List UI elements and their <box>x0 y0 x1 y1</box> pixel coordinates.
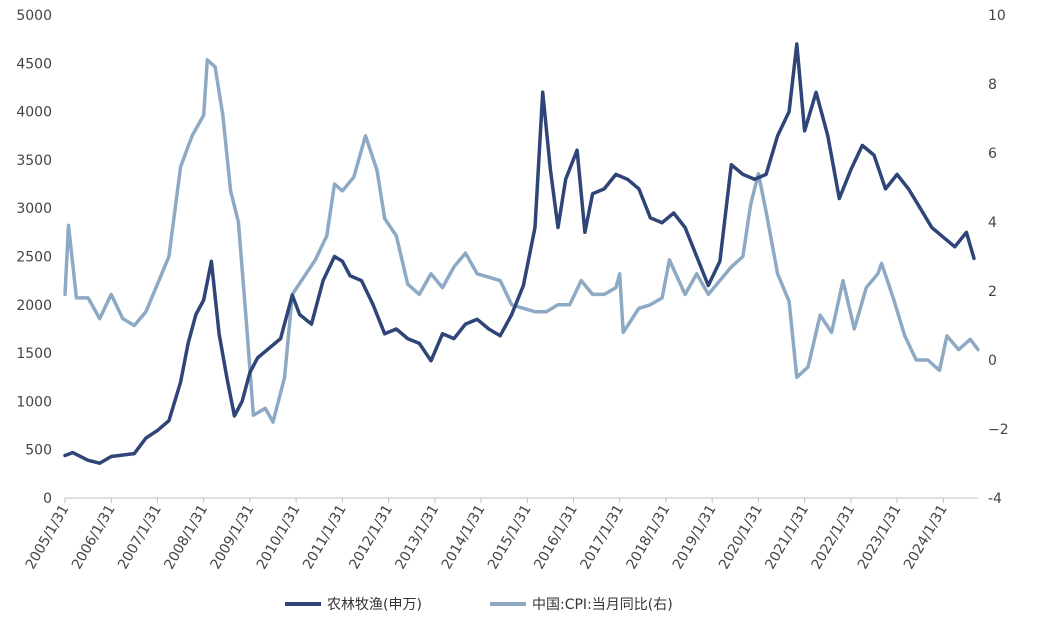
left-y-tick-label: 1000 <box>16 394 52 410</box>
right-y-tick-label: -4 <box>988 491 1002 507</box>
left-y-tick-label: 2000 <box>16 298 52 314</box>
x-tick-label: 2011/1/31 <box>300 502 350 572</box>
series-lines <box>63 42 980 465</box>
x-tick-label: 2007/1/31 <box>115 502 165 572</box>
x-tick-label: 2023/1/31 <box>855 502 905 572</box>
x-tick-label: 2009/1/31 <box>208 502 258 572</box>
right-y-tick-label: −2 <box>988 422 1009 438</box>
legend-label: 农林牧渔(申万) <box>327 597 422 613</box>
left-y-tick-label: 2500 <box>16 250 52 266</box>
x-tick-label: 2015/1/31 <box>485 502 535 572</box>
right-y-tick-label: 8 <box>988 77 997 93</box>
x-tick-label: 2024/1/31 <box>901 502 951 572</box>
left-y-tick-label: 3000 <box>16 201 52 217</box>
legend: 农林牧渔(申万) 中国:CPI:当月同比(右) <box>285 597 673 613</box>
x-tick-label: 2010/1/31 <box>254 502 304 572</box>
right-y-axis: -4 −2 0 2 4 6 8 10 <box>988 8 1009 507</box>
x-tick-label: 2019/1/31 <box>670 502 720 572</box>
left-y-tick-label: 4500 <box>16 56 52 72</box>
left-y-tick-label: 0 <box>43 491 52 507</box>
series-line-agriculture-index <box>63 42 976 465</box>
left-y-tick-label: 5000 <box>16 8 52 24</box>
x-tick-label: 2005/1/31 <box>23 502 73 572</box>
x-tick-label: 2022/1/31 <box>809 502 859 572</box>
x-tick-label: 2017/1/31 <box>577 502 627 572</box>
legend-label: 中国:CPI:当月同比(右) <box>532 597 673 613</box>
x-tick-label: 2013/1/31 <box>393 502 443 572</box>
right-y-tick-label: 0 <box>988 353 997 369</box>
left-y-tick-label: 500 <box>25 443 52 459</box>
x-tick-label: 2012/1/31 <box>346 502 396 572</box>
x-tick-label: 2016/1/31 <box>531 502 581 572</box>
right-y-tick-label: 10 <box>988 8 1006 24</box>
right-y-tick-label: 2 <box>988 284 997 300</box>
x-tick-label: 2020/1/31 <box>716 502 766 572</box>
left-y-tick-label: 1500 <box>16 346 52 362</box>
x-tick-label: 2008/1/31 <box>161 502 211 572</box>
left-y-tick-label: 4000 <box>16 105 52 121</box>
x-axis: 2005/1/312006/1/312007/1/312008/1/312009… <box>23 497 978 572</box>
right-y-tick-label: 4 <box>988 215 997 231</box>
series-line-cpi-yoy <box>63 58 980 424</box>
left-y-axis: 0 500 1000 1500 2000 2500 3000 3500 4000 4500 5000 <box>16 8 52 507</box>
x-tick-label: 2006/1/31 <box>69 502 119 572</box>
x-tick-label: 2018/1/31 <box>624 502 674 572</box>
left-y-tick-label: 3500 <box>16 153 52 169</box>
x-tick-label: 2021/1/31 <box>762 502 812 572</box>
x-tick-label: 2014/1/31 <box>439 502 489 572</box>
right-y-tick-label: 6 <box>988 146 997 162</box>
